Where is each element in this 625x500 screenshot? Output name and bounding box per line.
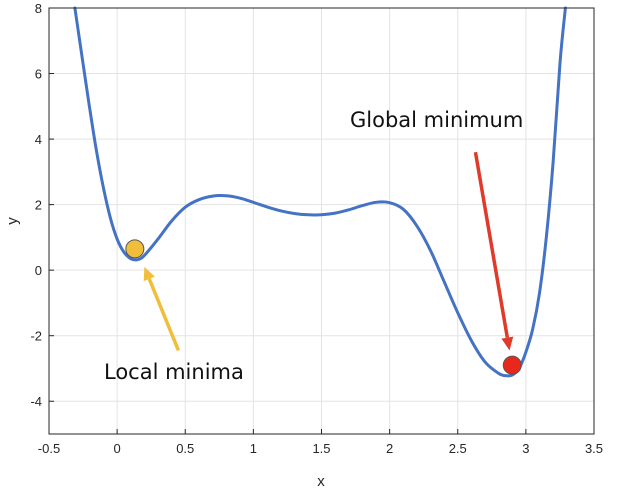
annotation-arrow-head bbox=[501, 336, 514, 351]
minimum-marker bbox=[125, 239, 145, 259]
x-tick-label: 3 bbox=[522, 441, 529, 456]
x-tick-label: 1.5 bbox=[312, 441, 330, 456]
x-tick-label: 0.5 bbox=[176, 441, 194, 456]
axis-ticks bbox=[48, 7, 595, 434]
annotation-local-minima: Local minima bbox=[104, 360, 244, 384]
x-axis-label: x bbox=[317, 473, 325, 490]
annotation-arrow-shaft bbox=[473, 151, 510, 338]
y-tick-labels: -4 -2 0 2 4 6 8 bbox=[30, 1, 42, 409]
y-axis-label: y bbox=[4, 217, 21, 225]
y-tick-label: -2 bbox=[30, 329, 42, 344]
y-tick-label: 6 bbox=[35, 67, 42, 82]
x-tick-labels: -0.5 0 0.5 1 1.5 2 2.5 3 3.5 bbox=[38, 441, 603, 456]
x-tick-label: 3.5 bbox=[585, 441, 603, 456]
annotation-arrow-head bbox=[143, 266, 155, 282]
annotation-arrows bbox=[143, 151, 514, 352]
annotation-arrow-shaft bbox=[147, 278, 181, 352]
annotation-global-minimum: Global minimum bbox=[350, 108, 523, 132]
x-tick-label: 0 bbox=[114, 441, 121, 456]
x-tick-label: 2.5 bbox=[449, 441, 467, 456]
y-tick-label: 4 bbox=[35, 132, 42, 147]
y-tick-label: 0 bbox=[35, 263, 42, 278]
x-tick-label: -0.5 bbox=[38, 441, 60, 456]
y-tick-label: -4 bbox=[30, 394, 42, 409]
markers bbox=[125, 239, 522, 375]
minimum-marker bbox=[502, 355, 522, 375]
x-tick-label: 1 bbox=[250, 441, 257, 456]
y-tick-label: 8 bbox=[35, 1, 42, 16]
x-tick-label: 2 bbox=[386, 441, 393, 456]
y-tick-label: 2 bbox=[35, 198, 42, 213]
